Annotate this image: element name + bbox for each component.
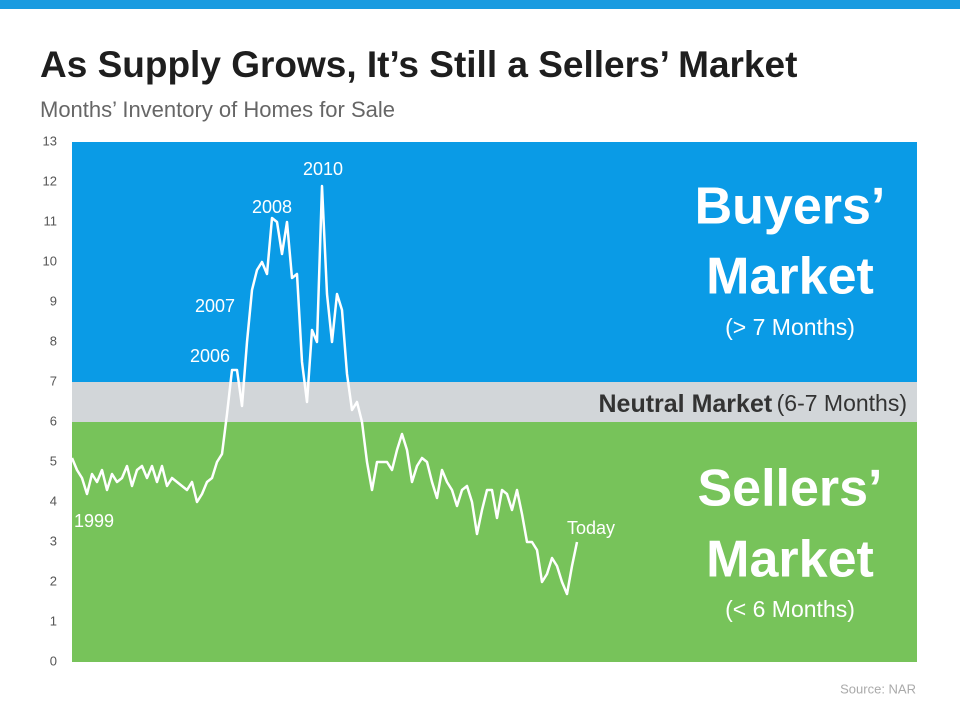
zone-label: Market (706, 531, 874, 589)
annotation: 2006 (190, 346, 230, 366)
zone (72, 142, 917, 382)
y-tick-label: 13 (43, 133, 57, 148)
annotation: 2008 (252, 197, 292, 217)
y-tick-label: 3 (50, 533, 57, 548)
top-bar (0, 0, 960, 9)
chart-title: As Supply Grows, It’s Still a Sellers’ M… (40, 44, 797, 85)
y-tick-label: 11 (44, 213, 58, 228)
zone-label: Sellers’ (697, 460, 882, 518)
zone-label: Buyers’ (695, 178, 886, 236)
zone-note: (< 6 Months) (725, 596, 855, 622)
zone-label: Neutral Market (6-7 Months) (599, 390, 908, 418)
annotation: 2007 (195, 296, 235, 316)
y-tick-label: 2 (50, 573, 57, 588)
y-tick-label: 5 (50, 453, 57, 468)
data-line (70, 184, 579, 596)
y-tick-label: 12 (43, 173, 57, 188)
y-tick-label: 4 (50, 493, 57, 508)
y-tick-label: 1 (50, 613, 57, 628)
y-tick-label: 9 (50, 293, 57, 308)
annotation: 1999 (74, 511, 114, 531)
annotation: 2010 (303, 159, 343, 179)
source: Source: NAR (840, 681, 916, 696)
y-tick-label: 6 (50, 413, 57, 428)
chart-subtitle: Months’ Inventory of Homes for Sale (40, 97, 395, 122)
y-tick-label: 7 (50, 373, 57, 388)
annotation: Today (567, 518, 615, 538)
y-tick-label: 0 (50, 653, 57, 668)
zone-label: Neutral Market (599, 390, 773, 418)
y-tick-label: 8 (50, 333, 57, 348)
zone-note: (6-7 Months) (777, 390, 907, 416)
zone-note: (> 7 Months) (725, 314, 855, 340)
zone (72, 422, 917, 662)
y-tick-label: 10 (43, 253, 57, 268)
zone (72, 382, 917, 422)
zone-label: Market (706, 248, 874, 306)
